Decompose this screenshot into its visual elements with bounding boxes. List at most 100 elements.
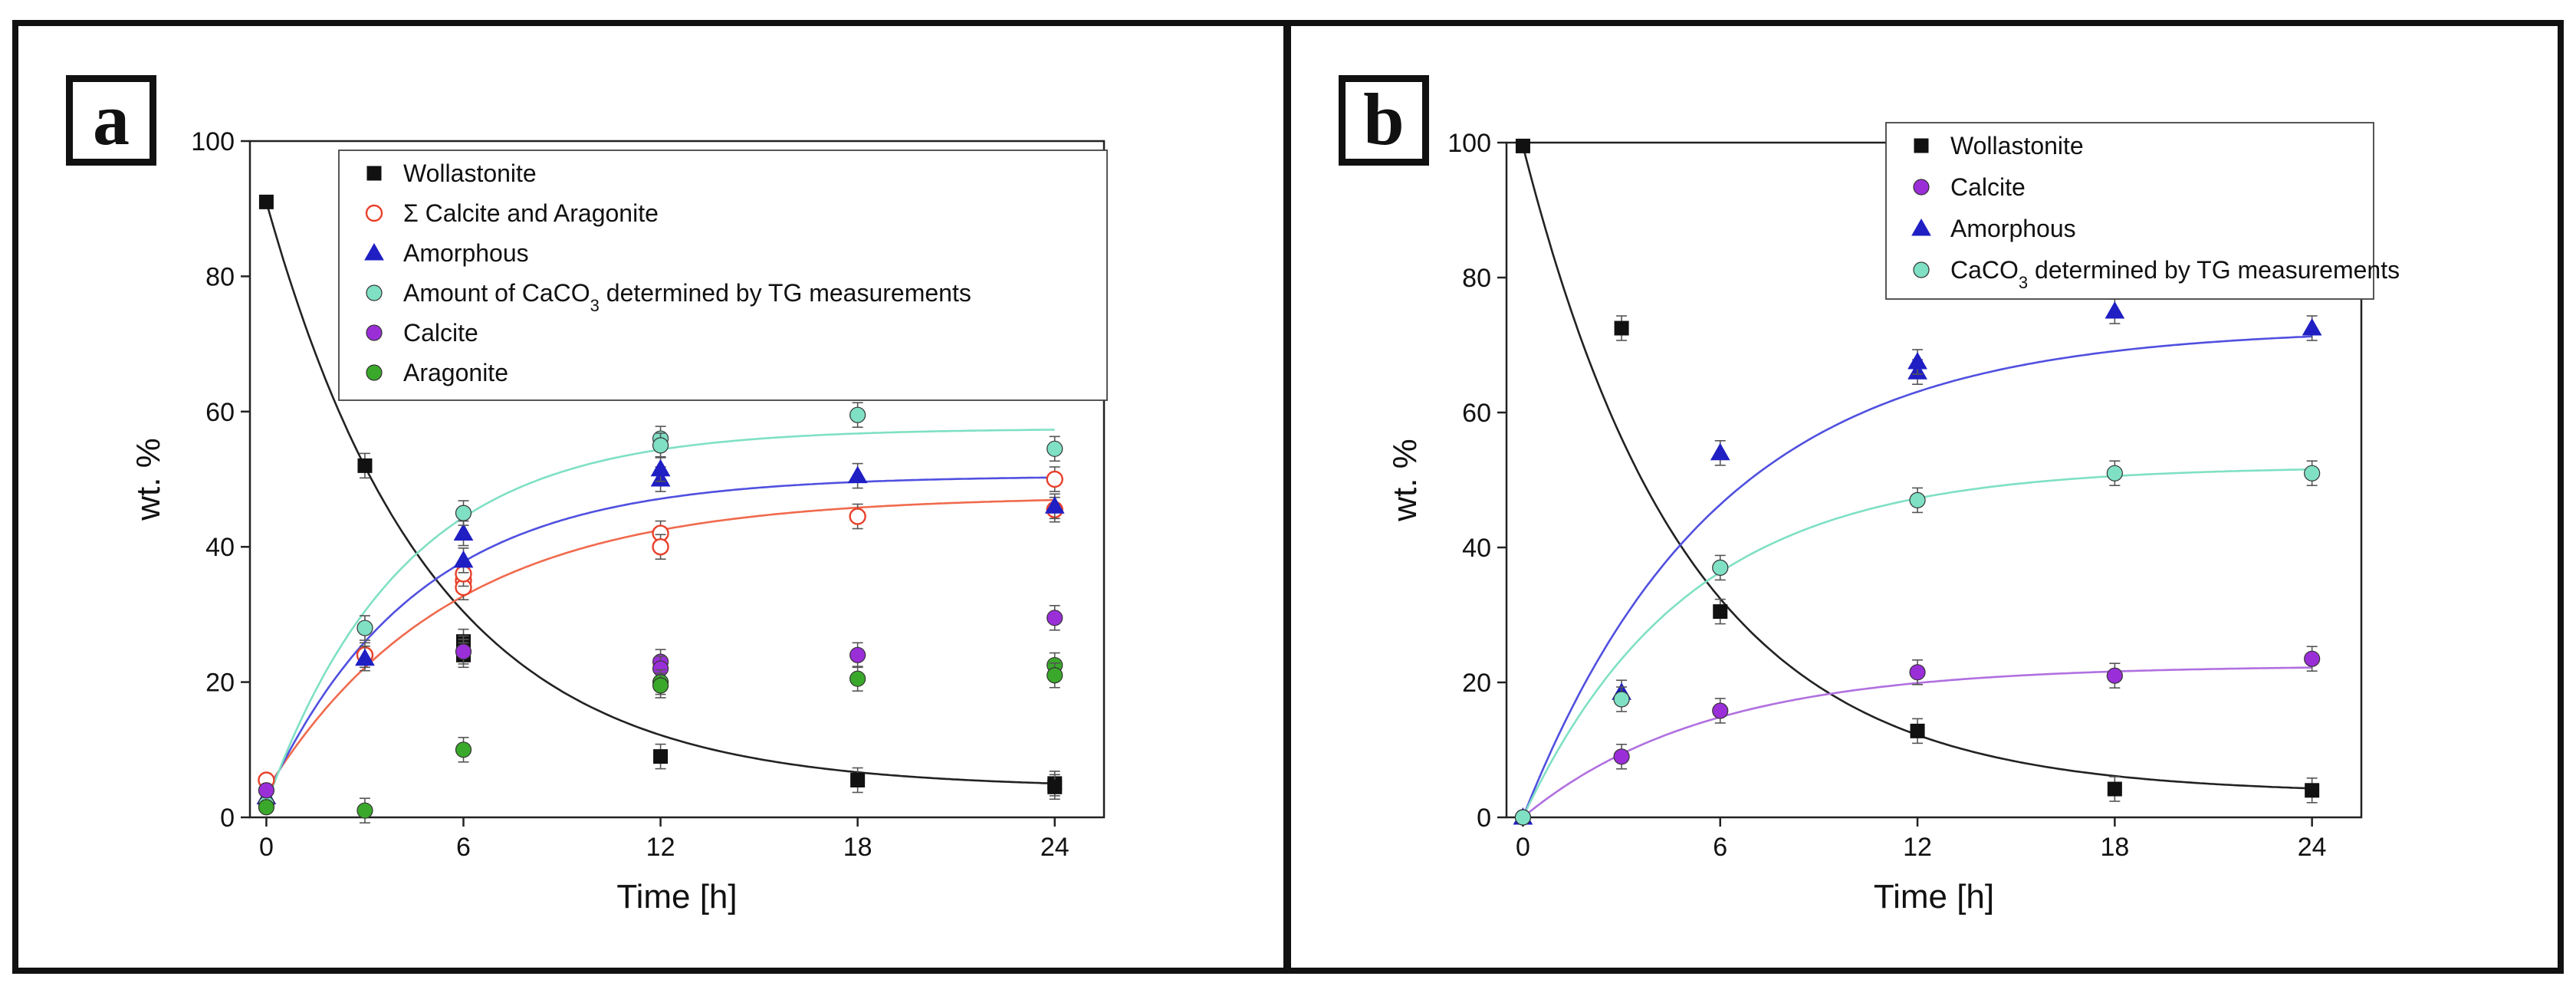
chart-b-svg: 0 20 40 60 80 100 0 6 12 18 24 Time [h] wt. % Wollast… (1386, 122, 2400, 915)
data-point (1515, 138, 1530, 153)
data-point (652, 437, 669, 454)
legend-box (338, 150, 1108, 401)
data-point (1907, 351, 1927, 370)
x-tick-label: 24 (2298, 833, 2327, 862)
data-point (455, 643, 472, 660)
y-tick-label: 60 (205, 398, 235, 427)
legend-marker-0 (366, 166, 382, 181)
data-point (357, 458, 373, 473)
legend-marker-2 (1911, 218, 1931, 236)
data-point (1046, 470, 1063, 488)
data-point (455, 741, 472, 758)
legend-entry-0: Wollastonite (1950, 132, 2084, 159)
fit-curve-2 (1522, 335, 2312, 818)
plot-frame (248, 140, 1106, 819)
y-tick-label: 100 (1447, 129, 1491, 158)
y-tick-label: 60 (1462, 399, 1491, 428)
data-point (258, 782, 275, 799)
y-tick-label: 0 (220, 804, 235, 833)
data-point (258, 194, 274, 209)
legend-marker-2 (364, 242, 384, 261)
data-point (652, 538, 669, 556)
legend-box (1885, 122, 2374, 300)
data-point (652, 677, 669, 694)
x-tick-label: 12 (646, 833, 675, 862)
legend-marker-5 (366, 364, 383, 381)
y-axis-title: wt. % (130, 438, 167, 521)
data-point (2104, 301, 2125, 319)
data-point (258, 799, 275, 816)
data-point (850, 772, 866, 787)
y-tick-label: 100 (191, 127, 235, 156)
data-point (1614, 320, 1629, 336)
x-tick-label: 0 (1516, 833, 1530, 862)
data-point (849, 646, 866, 663)
series-4 (258, 605, 1063, 799)
data-point (2305, 783, 2320, 798)
legend-entry-0: Wollastonite (403, 159, 537, 187)
data-point (453, 550, 474, 568)
data-point (455, 505, 472, 521)
data-point (2106, 667, 2123, 684)
data-point (1047, 779, 1063, 794)
data-point (1710, 442, 1730, 461)
legend-marker-1 (1913, 179, 1930, 196)
data-point (2304, 650, 2321, 667)
data-point (1613, 748, 1630, 765)
series-3 (1514, 460, 2321, 826)
data-point (1046, 667, 1063, 684)
legend-entry-5: Aragonite (403, 359, 508, 386)
data-point (355, 648, 375, 666)
legend-entry-1: Σ Calcite and Aragonite (403, 199, 659, 227)
fit-curve-0 (265, 202, 1055, 785)
x-tick-label: 6 (456, 833, 471, 862)
legend-marker-1 (365, 204, 383, 222)
data-point (650, 459, 671, 477)
legend-entry-4: Calcite (403, 319, 478, 347)
series-2 (1513, 298, 2322, 825)
data-point (1046, 610, 1063, 626)
x-tick-label: 12 (1903, 833, 1932, 862)
data-point (1909, 664, 1926, 681)
data-point (356, 802, 373, 819)
chart-a-svg: 0 20 40 60 80 100 0 6 12 18 24 Time [h] wt. % Wollast… (130, 127, 1108, 915)
data-point (1909, 491, 1926, 509)
x-tick-label: 18 (843, 833, 872, 862)
data-point (1514, 809, 1532, 826)
y-tick-label: 40 (1462, 534, 1491, 563)
x-tick-label: 6 (1713, 833, 1727, 862)
legend-marker-0 (1914, 138, 1929, 153)
series-5 (258, 652, 1063, 823)
data-point (849, 508, 866, 525)
data-point (2106, 465, 2123, 482)
series-0 (1515, 138, 2320, 804)
data-point (849, 670, 866, 687)
data-point (1713, 604, 1728, 620)
y-tick-label: 80 (1462, 264, 1491, 293)
data-point (849, 406, 866, 423)
y-tick-label: 40 (205, 533, 235, 562)
panel-label-a: a (66, 75, 156, 166)
y-tick-label: 20 (205, 669, 235, 698)
data-point (453, 523, 474, 541)
x-axis-title: Time [h] (616, 878, 737, 915)
data-point (653, 749, 669, 764)
legend-marker-4 (366, 324, 383, 341)
y-tick-label: 0 (1477, 804, 1491, 833)
fit-curve-3 (1522, 468, 2312, 818)
data-point (2304, 465, 2321, 482)
chart-panel-b: b 0 20 40 60 80 100 0 6 12 18 24 Time [h] wt. % Wolla… (1285, 20, 2564, 974)
y-tick-label: 20 (1462, 669, 1491, 698)
series-3 (258, 402, 1063, 812)
legend-entry-2: Amorphous (403, 239, 529, 267)
data-point (1046, 440, 1063, 457)
legend-marker-3 (1913, 261, 1930, 278)
data-point (356, 620, 373, 636)
legend-entry-1: Calcite (1950, 173, 2026, 201)
panel-label-b: b (1339, 75, 1429, 166)
y-axis-title: wt. % (1386, 439, 1424, 522)
legend-marker-3 (366, 284, 383, 301)
data-point (847, 465, 868, 484)
data-point (1910, 723, 1925, 738)
